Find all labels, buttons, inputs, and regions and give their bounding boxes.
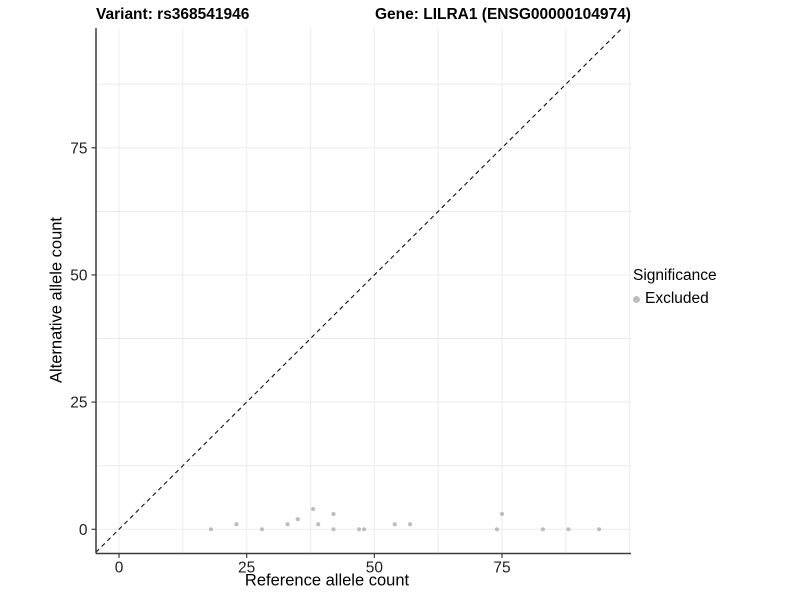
data-point <box>392 522 397 527</box>
data-point <box>540 527 545 532</box>
data-point <box>285 522 290 527</box>
data-point <box>596 527 602 532</box>
data-point <box>208 527 214 532</box>
x-tick-label: 75 <box>493 560 510 577</box>
data-point <box>566 527 571 532</box>
y-tick-label: 25 <box>70 395 87 412</box>
plot-title-gene: Gene: LILRA1 (ENSG00000104974) <box>375 6 631 23</box>
data-point <box>494 527 500 532</box>
data-point <box>362 527 367 532</box>
identity-line <box>95 27 623 553</box>
legend: Significance Excluded <box>633 267 717 308</box>
data-point <box>259 527 265 532</box>
legend-point-icon <box>633 295 640 303</box>
x-tick-label: 25 <box>238 560 255 577</box>
data-point <box>499 511 505 517</box>
x-axis-title: Reference allele count <box>244 571 410 590</box>
x-tick-label: 50 <box>366 560 384 577</box>
y-tick-label: 75 <box>70 140 87 157</box>
data-point <box>310 506 316 512</box>
data-point <box>356 527 362 532</box>
y-tick-label: 50 <box>70 267 88 284</box>
y-axis-title: Alternative allele count <box>47 216 66 384</box>
data-point <box>295 517 300 522</box>
legend-title: Significance <box>633 267 717 284</box>
plot-title-variant: Variant: rs368541946 <box>96 6 250 23</box>
data-point <box>331 511 336 517</box>
legend-item-label: Excluded <box>645 290 709 307</box>
data-point <box>234 522 239 527</box>
data-point <box>407 522 413 527</box>
legend-item-excluded: Excluded <box>633 290 717 308</box>
y-tick-label: 0 <box>79 522 88 539</box>
x-tick-label: 0 <box>115 560 124 577</box>
data-point <box>331 527 336 532</box>
data-point <box>316 522 321 527</box>
